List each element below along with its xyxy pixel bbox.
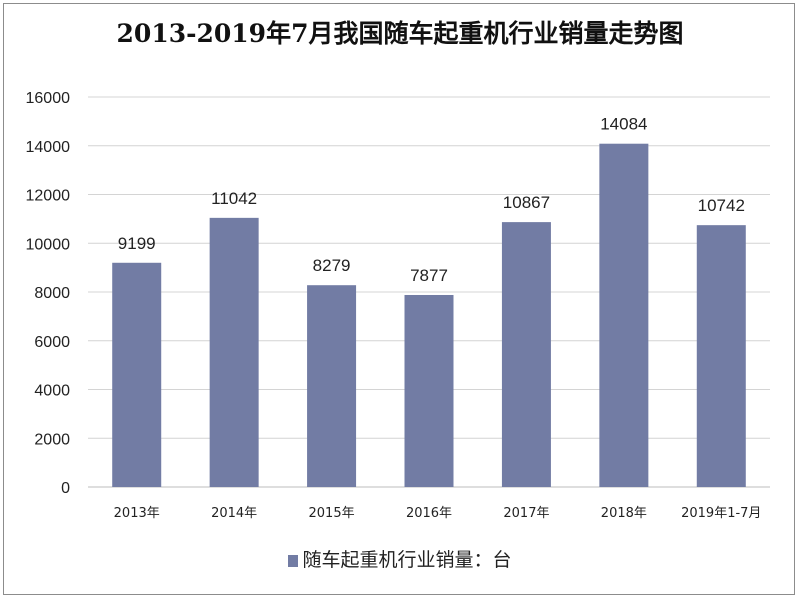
data-label: 11042 — [211, 189, 257, 208]
data-label: 7877 — [410, 266, 448, 285]
bar — [209, 217, 259, 487]
bar — [696, 225, 746, 487]
y-tick-label: 12000 — [26, 188, 71, 205]
data-label: 9199 — [118, 234, 156, 253]
y-tick-label: 14000 — [26, 139, 71, 156]
x-axis-ticks: 2013年 2014年 2015年 2016年 2017年 2018年 2019年1-7月 — [114, 506, 762, 521]
y-axis-ticks: 0 2000 4000 6000 8000 10000 12000 14000 16000 — [26, 90, 71, 497]
y-tick-label: 2000 — [34, 431, 70, 448]
x-tick-label: 2016年 — [406, 506, 452, 521]
x-tick-label: 2014年 — [211, 506, 257, 521]
legend: 随车起重机行业销量：台 — [0, 545, 800, 572]
x-tick-label: 2019年1-7月 — [681, 506, 761, 521]
legend-swatch — [288, 554, 299, 567]
x-tick-label: 2017年 — [503, 506, 549, 521]
data-label: 14084 — [600, 115, 647, 134]
bar — [501, 222, 551, 487]
y-tick-label: 6000 — [34, 334, 70, 351]
bar — [599, 143, 649, 487]
y-tick-label: 8000 — [34, 285, 70, 302]
y-tick-label: 10000 — [26, 236, 71, 253]
data-labels: 9199 11042 8279 7877 10867 14084 10742 — [118, 115, 745, 285]
x-tick-label: 2018年 — [601, 506, 647, 521]
bar — [112, 262, 162, 487]
y-tick-label: 16000 — [26, 90, 71, 107]
data-label: 10742 — [698, 196, 745, 215]
data-label: 10867 — [503, 193, 550, 212]
x-tick-label: 2013年 — [114, 506, 160, 521]
chart-title: 2013-2019年7月我国随车起重机行业销量走势图 — [116, 19, 684, 48]
bar — [307, 285, 357, 487]
legend-label: 随车起重机行业销量：台 — [302, 549, 512, 571]
bar — [404, 294, 454, 487]
data-label: 8279 — [313, 256, 351, 275]
x-tick-label: 2015年 — [309, 506, 355, 521]
y-tick-label: 0 — [61, 480, 70, 497]
y-tick-label: 4000 — [34, 383, 70, 400]
bars — [112, 143, 746, 487]
